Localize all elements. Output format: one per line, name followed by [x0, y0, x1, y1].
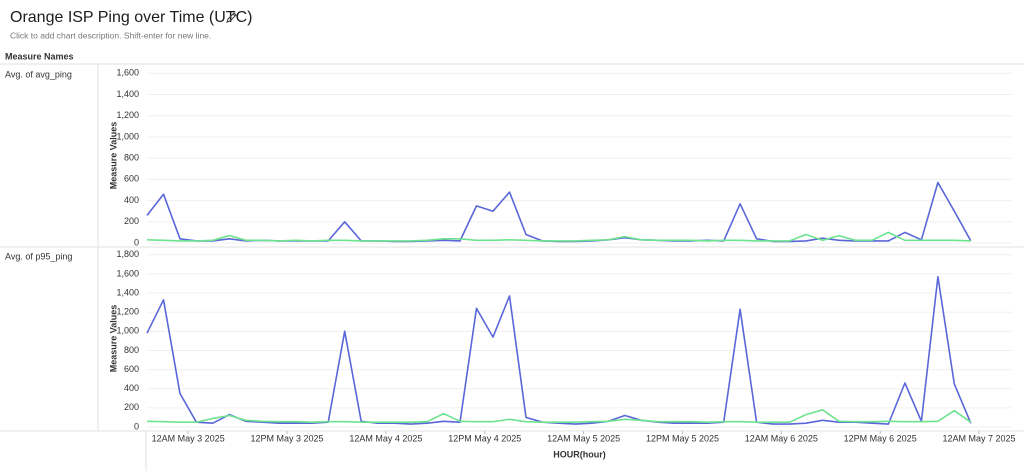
- y-tick-label: 800: [124, 345, 139, 355]
- y-tick-label: 600: [124, 364, 139, 374]
- y-tick-label: 1,400: [116, 89, 139, 99]
- y-tick-label: 1,600: [116, 268, 139, 278]
- line-series: [146, 409, 972, 423]
- y-tick-label: 200: [124, 216, 139, 226]
- row-label: Avg. of avg_ping: [5, 69, 72, 79]
- y-tick-label: 600: [124, 174, 139, 184]
- y-axis-label: Measure Values: [108, 305, 118, 373]
- y-tick-label: 200: [124, 402, 139, 412]
- y-tick-label: 0: [134, 421, 139, 431]
- line-series: [146, 276, 972, 425]
- row-label: Avg. of p95_ping: [5, 251, 72, 261]
- y-tick-label: 400: [124, 195, 139, 205]
- x-tick-label: 12AM May 6 2025: [745, 433, 818, 443]
- y-tick-label: 800: [124, 153, 139, 163]
- chart-title: Orange ISP Ping over Time (UTC): [10, 9, 252, 26]
- x-tick-label: 12PM May 6 2025: [844, 433, 917, 443]
- y-tick-label: 1,800: [116, 249, 139, 259]
- x-tick-label: 12AM May 5 2025: [547, 433, 620, 443]
- measure-names-header: Measure Names: [5, 51, 74, 61]
- y-tick-label: 1,200: [116, 307, 139, 317]
- y-tick-label: 0: [134, 237, 139, 247]
- x-axis-label: HOUR(hour): [553, 449, 606, 459]
- y-tick-label: 1,200: [116, 110, 139, 120]
- x-tick-label: 12AM May 3 2025: [152, 433, 225, 443]
- y-axis-label: Measure Values: [108, 122, 118, 190]
- y-tick-label: 1,000: [116, 131, 139, 141]
- y-tick-label: 400: [124, 383, 139, 393]
- edit-icon[interactable]: [226, 12, 237, 23]
- line-series: [146, 181, 972, 243]
- y-tick-label: 1,600: [116, 68, 139, 78]
- y-tick-label: 1,000: [116, 326, 139, 336]
- line-series: [146, 231, 971, 242]
- chart-description[interactable]: Click to add chart description. Shift-en…: [10, 30, 211, 40]
- x-tick-label: 12PM May 3 2025: [251, 433, 324, 443]
- x-tick-label: 12AM May 4 2025: [349, 433, 422, 443]
- x-tick-label: 12AM May 7 2025: [943, 433, 1016, 443]
- x-tick-label: 12PM May 5 2025: [646, 433, 719, 443]
- x-tick-label: 12PM May 4 2025: [448, 433, 521, 443]
- y-tick-label: 1,400: [116, 287, 139, 297]
